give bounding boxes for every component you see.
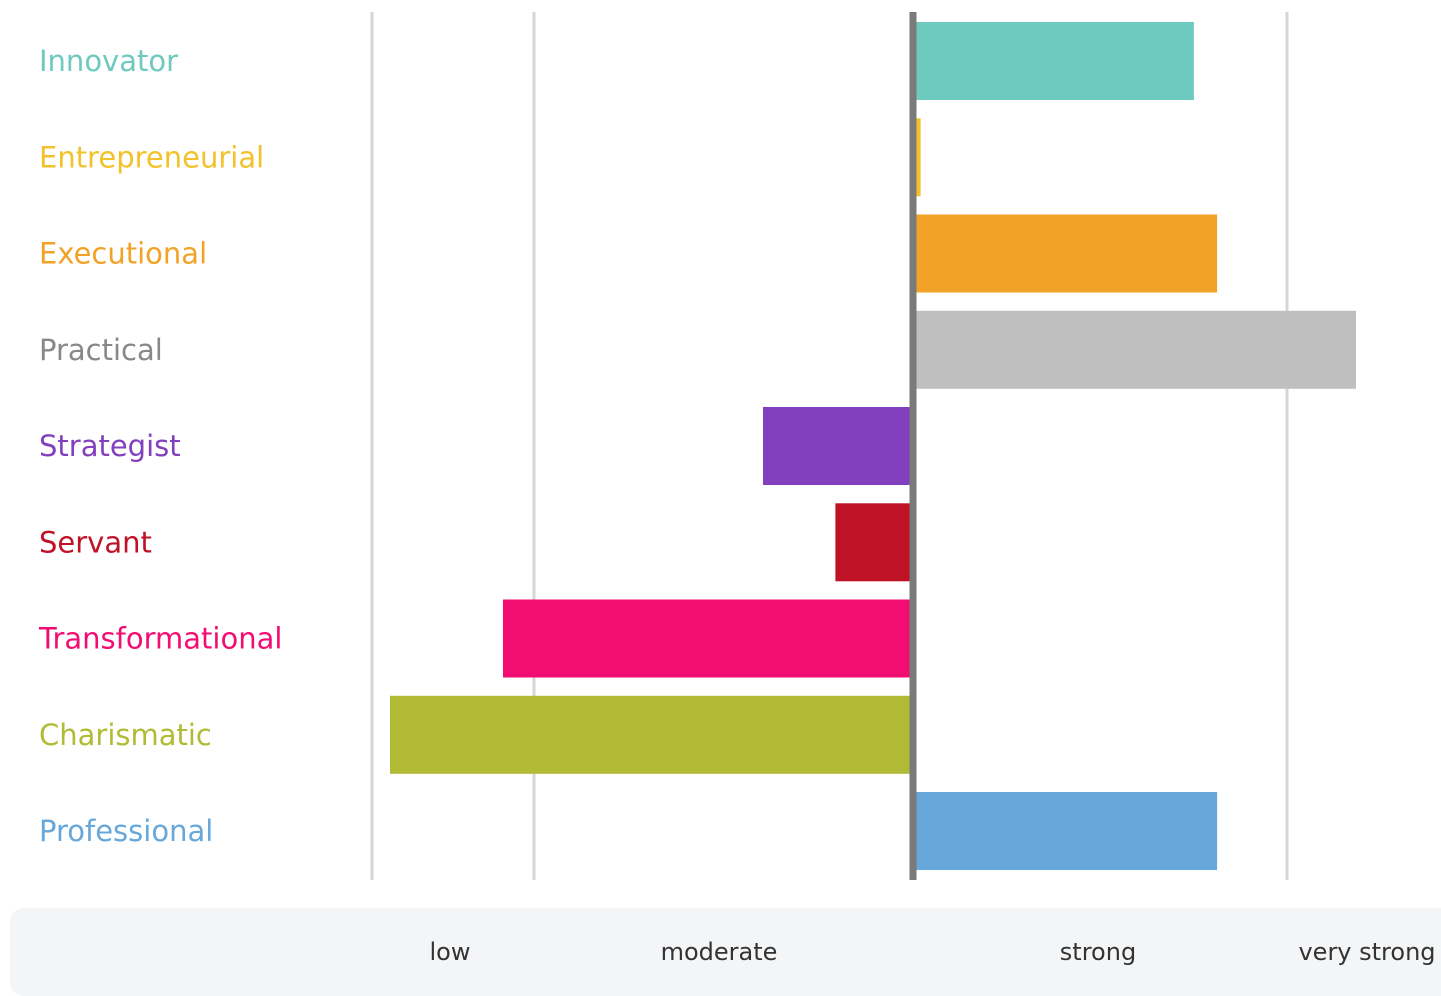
label-executional: Executional bbox=[39, 237, 207, 271]
bar-strategist bbox=[763, 407, 910, 485]
label-innovator: Innovator bbox=[39, 44, 178, 78]
scale-label-very-strong: very strong bbox=[1298, 938, 1436, 966]
bar-transformational bbox=[503, 599, 910, 678]
scale-label-moderate: moderate bbox=[660, 938, 778, 966]
label-entrepreneurial: Entrepreneurial bbox=[39, 140, 264, 174]
category-labels: Innovator Entrepreneurial Executional Pract… bbox=[38, 44, 282, 848]
label-transformational: Transformational bbox=[38, 622, 282, 656]
bar-practical bbox=[916, 310, 1356, 389]
label-practical: Practical bbox=[39, 333, 163, 367]
label-charismatic: Charismatic bbox=[39, 718, 212, 752]
bar-professional bbox=[916, 792, 1218, 870]
bar-servant bbox=[835, 503, 910, 582]
label-strategist: Strategist bbox=[39, 429, 181, 463]
bar-charismatic bbox=[390, 695, 910, 774]
scale-label-low: low bbox=[429, 938, 471, 966]
bar-entrepreneurial bbox=[916, 118, 921, 197]
bar-executional bbox=[916, 214, 1218, 293]
label-servant: Servant bbox=[39, 525, 152, 559]
bar-innovator bbox=[916, 22, 1194, 100]
scale-band bbox=[10, 908, 1441, 996]
label-professional: Professional bbox=[39, 814, 213, 848]
bars bbox=[390, 22, 1356, 870]
scale-label-strong: strong bbox=[1059, 938, 1137, 966]
